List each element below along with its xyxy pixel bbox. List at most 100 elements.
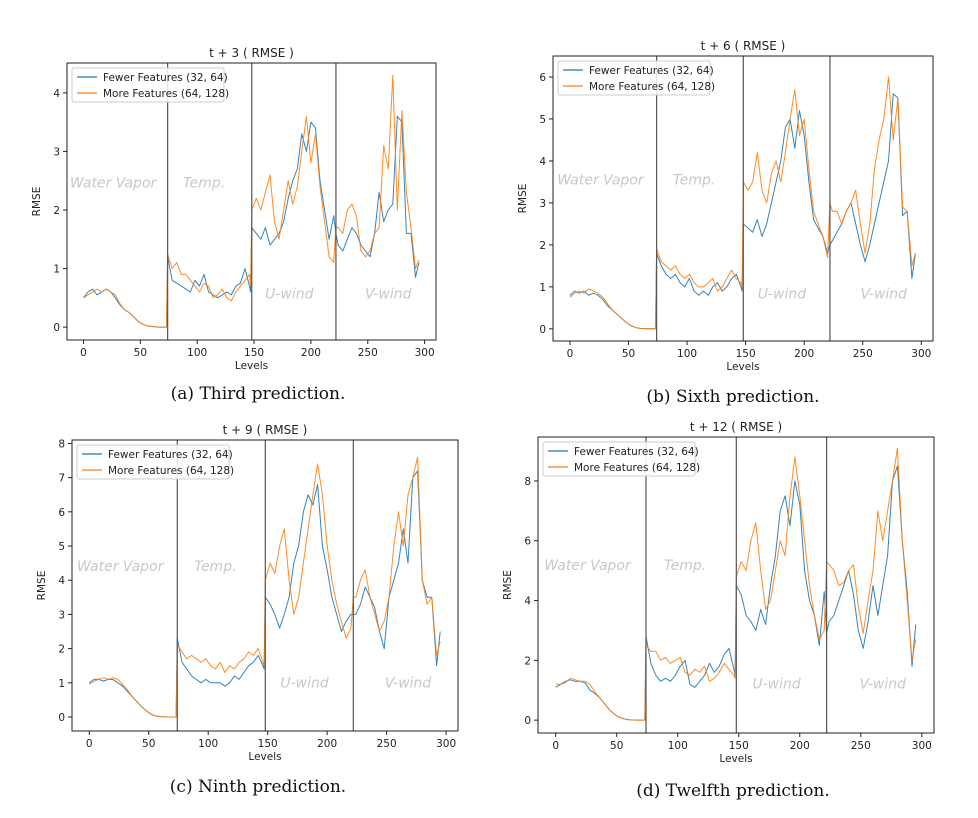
y-tick-label: 2	[539, 240, 546, 252]
y-axis-label: RMSE	[517, 184, 529, 214]
x-tick-label: 50	[134, 347, 147, 359]
legend: Fewer Features (32, 64) More Features (64…	[542, 441, 700, 477]
y-tick-label: 4	[524, 596, 531, 608]
caption-d: (d) Twelfth prediction.	[636, 781, 830, 801]
x-axis-label: Levels	[248, 751, 281, 763]
y-tick-label: 2	[53, 205, 60, 217]
legend-label: More Features (64, 128)	[574, 462, 700, 474]
legend-label: More Features (64, 128)	[589, 81, 715, 93]
y-tick-label: 0	[524, 715, 531, 727]
x-tick-label: 50	[622, 348, 635, 360]
legend-label: Fewer Features (32, 64)	[589, 65, 714, 77]
x-tick-label: 250	[358, 347, 378, 359]
legend-label: More Features (64, 128)	[103, 88, 229, 100]
region-label: U-wind	[265, 286, 314, 302]
y-tick-label: 8	[58, 438, 65, 450]
region-label: Temp.	[194, 559, 236, 575]
x-tick-label: 250	[851, 740, 871, 752]
x-tick-label: 100	[668, 740, 688, 752]
legend-box	[542, 441, 696, 477]
y-tick-label: 2	[524, 655, 531, 667]
region-label: Temp.	[183, 176, 225, 192]
subplot-d: Water Vapor Temp. U-wind V-wind 0 50 100 150 200…	[502, 420, 935, 765]
x-tick-label: 200	[301, 347, 321, 359]
y-tick-label: 6	[539, 72, 546, 84]
x-axis-label: Levels	[719, 753, 752, 765]
region-label: Water Vapor	[70, 176, 158, 192]
x-tick-label: 200	[317, 738, 337, 750]
x-axis-label: Levels	[235, 360, 268, 372]
legend: Fewer Features (32, 64) More Features (64…	[557, 60, 715, 96]
y-tick-label: 5	[58, 541, 65, 553]
region-label: U-wind	[758, 286, 807, 302]
x-tick-label: 50	[610, 740, 623, 752]
chart-title: t + 3 ( RMSE )	[209, 46, 294, 60]
x-tick-label: 100	[187, 347, 207, 359]
caption-b: (b) Sixth prediction.	[646, 387, 820, 407]
region-label: Temp.	[673, 172, 715, 188]
x-tick-label: 0	[552, 740, 559, 752]
x-tick-label: 200	[794, 348, 814, 360]
region-label: V-wind	[365, 286, 412, 302]
legend-box	[71, 67, 225, 103]
axes-frame	[71, 439, 459, 732]
y-tick-label: 3	[58, 609, 65, 621]
y-tick-label: 6	[58, 507, 65, 519]
region-label: V-wind	[385, 675, 432, 691]
y-tick-label: 1	[58, 678, 65, 690]
x-tick-label: 0	[80, 347, 87, 359]
y-tick-label: 3	[539, 198, 546, 210]
y-tick-label: 4	[53, 88, 60, 100]
region-label: V-wind	[859, 677, 906, 693]
y-tick-label: 0	[539, 324, 546, 336]
y-tick-label: 2	[58, 644, 65, 656]
region-label: Water Vapor	[557, 172, 645, 188]
x-tick-label: 0	[86, 738, 93, 750]
x-tick-label: 300	[912, 740, 932, 752]
x-tick-label: 300	[436, 738, 456, 750]
y-tick-label: 6	[524, 536, 531, 548]
y-tick-label: 4	[58, 575, 65, 587]
chart-title: t + 12 ( RMSE )	[690, 420, 782, 434]
chart-title: t + 6 ( RMSE )	[701, 39, 786, 53]
region-label: U-wind	[280, 675, 329, 691]
x-tick-label: 150	[736, 348, 756, 360]
y-tick-label: 0	[53, 322, 60, 334]
y-tick-label: 3	[53, 146, 60, 158]
y-axis-label: RMSE	[36, 571, 48, 601]
x-tick-label: 250	[377, 738, 397, 750]
x-tick-label: 150	[244, 347, 264, 359]
x-tick-label: 100	[198, 738, 218, 750]
legend-label: Fewer Features (32, 64)	[574, 446, 699, 458]
y-tick-label: 1	[53, 264, 60, 276]
y-tick-label: 4	[539, 156, 546, 168]
y-axis-label: RMSE	[31, 187, 43, 217]
x-axis-label: Levels	[726, 361, 759, 373]
axes-frame	[552, 55, 934, 342]
legend-box	[557, 60, 711, 96]
x-tick-label: 300	[911, 348, 931, 360]
legend-label: Fewer Features (32, 64)	[108, 449, 233, 461]
region-label: Water Vapor	[544, 558, 632, 574]
x-tick-label: 150	[258, 738, 278, 750]
subplot-a: Water Vapor Temp. U-wind V-wind 0 50 100 150 200…	[31, 46, 437, 372]
y-tick-label: 8	[524, 476, 531, 488]
legend: Fewer Features (32, 64) More Features (64…	[76, 444, 234, 480]
x-tick-label: 0	[567, 348, 574, 360]
caption-a: (a) Third prediction.	[170, 384, 346, 404]
region-label: V-wind	[861, 286, 908, 302]
region-label: U-wind	[752, 677, 801, 693]
x-tick-label: 250	[853, 348, 873, 360]
caption-c: (c) Ninth prediction.	[169, 777, 347, 797]
x-tick-label: 200	[790, 740, 810, 752]
y-tick-label: 7	[58, 473, 65, 485]
legend: Fewer Features (32, 64) More Features (64…	[71, 67, 229, 103]
y-axis-label: RMSE	[502, 570, 514, 600]
y-tick-label: 1	[539, 282, 546, 294]
x-tick-label: 150	[729, 740, 749, 752]
region-label: Water Vapor	[77, 559, 165, 575]
x-tick-label: 50	[142, 738, 155, 750]
axes-frame	[66, 62, 437, 341]
x-tick-label: 100	[677, 348, 697, 360]
